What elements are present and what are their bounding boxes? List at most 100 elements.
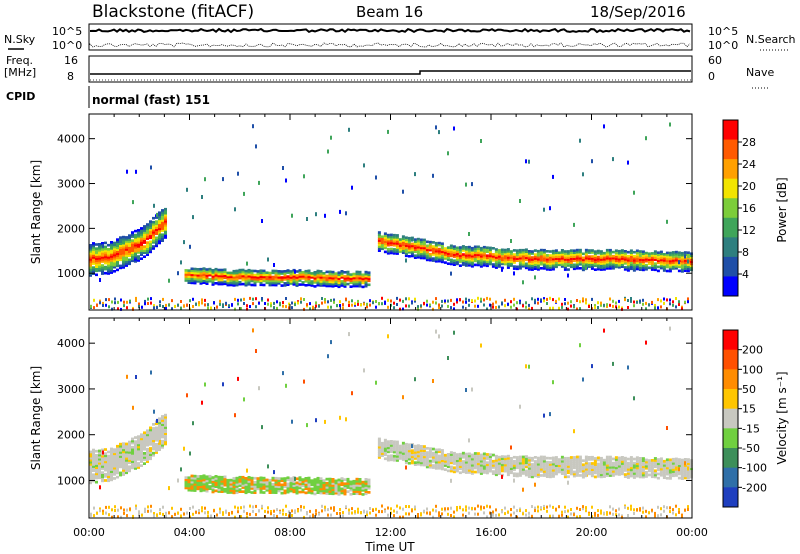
velocity-cell: [134, 446, 137, 450]
velocity-cell: [164, 430, 167, 433]
power-cell: [584, 260, 588, 264]
velocity-cell: [334, 481, 338, 485]
velocity-cell: [503, 461, 507, 465]
velocity-cell: [229, 489, 233, 492]
power-cell: [325, 284, 329, 288]
power-cell: [488, 260, 492, 264]
power-cell: [357, 302, 359, 306]
velocity-cell: [229, 478, 233, 482]
power-cell: [536, 252, 540, 255]
velocity-cell: [588, 512, 590, 516]
velocity-cell: [675, 504, 677, 508]
power-cell: [352, 276, 356, 280]
velocity-cell: [155, 436, 158, 440]
noise-right-tick-top: 10^5: [708, 25, 738, 38]
power-cell: [348, 127, 350, 132]
power-cell: [237, 302, 239, 306]
power-cell: [554, 249, 558, 252]
power-cell: [271, 277, 275, 281]
velocity-cell: [428, 453, 432, 457]
power-cell: [632, 250, 636, 254]
velocity-cell: [581, 467, 585, 471]
power-cell: [199, 280, 203, 283]
velocity-cell: [202, 474, 206, 478]
power-cell: [207, 306, 209, 310]
velocity-cell: [316, 483, 320, 486]
power-cell: [671, 259, 675, 262]
power-cell: [377, 245, 381, 248]
velocity-cell: [428, 455, 432, 459]
velocity-cell: [419, 463, 423, 467]
power-cell: [125, 256, 128, 259]
velocity-cell: [125, 450, 128, 454]
velocity-cell: [497, 462, 501, 465]
velocity-cell: [110, 472, 113, 475]
velocity-cell: [152, 443, 155, 447]
power-cell: [464, 264, 468, 267]
power-cell: [569, 265, 573, 269]
power-cell: [358, 278, 362, 282]
power-cell: [443, 253, 447, 256]
velocity-cell: [449, 465, 453, 469]
velocity-cell: [122, 444, 125, 448]
power-cell: [104, 271, 107, 275]
power-cell: [258, 180, 260, 185]
velocity-cell: [358, 488, 362, 491]
velocity-cell: [277, 487, 281, 491]
power-cell: [125, 254, 128, 257]
velocity-cell: [686, 470, 690, 474]
velocity-cell: [101, 477, 104, 481]
power-cell: [122, 235, 125, 239]
power-cell: [117, 307, 119, 311]
power-cell: [196, 280, 200, 283]
velocity-cell: [641, 467, 645, 471]
power-cell: [92, 252, 95, 255]
power-cell: [113, 253, 116, 257]
velocity-cell: [533, 466, 537, 469]
power-cell: [220, 280, 224, 284]
power-cell: [150, 297, 152, 301]
velocity-cell: [480, 507, 482, 511]
velocity-cell: [585, 506, 587, 510]
power-cell: [560, 255, 564, 258]
velocity-cell: [366, 513, 368, 517]
velocity-cell: [383, 451, 387, 454]
power-cell: [352, 280, 356, 284]
power-cell: [672, 303, 674, 307]
power-cell: [358, 280, 362, 284]
velocity-cell: [322, 491, 326, 495]
power-cell: [665, 263, 669, 267]
velocity-colorbar-swatch: [723, 349, 738, 370]
velocity-cell: [193, 476, 197, 480]
power-cell: [501, 267, 503, 272]
velocity-cell: [671, 464, 675, 467]
velocity-cell: [164, 415, 167, 419]
velocity-cell: [630, 507, 632, 511]
power-cell: [134, 260, 137, 263]
velocity-cell: [518, 470, 522, 473]
velocity-cell: [605, 472, 609, 475]
velocity-cell: [488, 467, 492, 471]
velocity-cell: [584, 467, 588, 471]
power-cell: [602, 262, 606, 265]
velocity-cell: [328, 477, 332, 481]
velocity-cell: [446, 463, 450, 466]
velocity-cell: [137, 439, 140, 443]
power-cell: [524, 254, 528, 258]
power-cell: [497, 253, 501, 256]
power-cell: [663, 297, 665, 301]
velocity-cell: [180, 507, 182, 511]
velocity-cell: [101, 473, 104, 476]
power-cell: [522, 280, 524, 285]
velocity-cell: [666, 506, 668, 510]
power-cell: [252, 124, 254, 129]
velocity-cell: [134, 448, 137, 452]
velocity-cell: [422, 457, 426, 461]
velocity-cell: [131, 450, 134, 453]
velocity-cell: [259, 478, 263, 482]
power-cell: [425, 254, 429, 258]
power-cell: [608, 248, 612, 252]
power-cell: [180, 306, 182, 310]
power-cell: [504, 304, 506, 308]
power-cell: [259, 273, 263, 276]
